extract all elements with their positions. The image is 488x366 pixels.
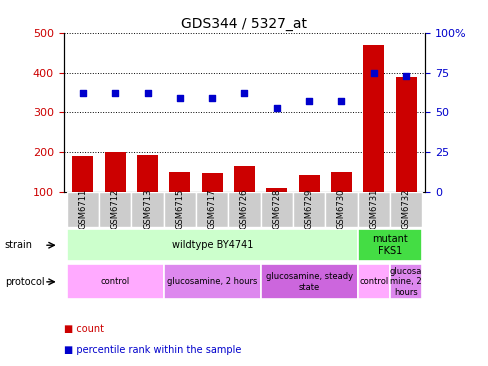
Bar bbox=[72, 156, 93, 231]
Text: mutant
FKS1: mutant FKS1 bbox=[371, 234, 407, 256]
Text: glucosamine, 2 hours: glucosamine, 2 hours bbox=[167, 277, 257, 286]
Text: GSM6730: GSM6730 bbox=[336, 189, 345, 229]
Bar bbox=[292, 192, 325, 227]
Bar bbox=[357, 229, 421, 261]
Text: GSM6731: GSM6731 bbox=[368, 189, 377, 229]
Bar bbox=[325, 192, 357, 227]
Bar bbox=[330, 172, 351, 231]
Text: GSM6715: GSM6715 bbox=[175, 189, 184, 229]
Bar bbox=[363, 45, 384, 231]
Text: GSM6729: GSM6729 bbox=[304, 189, 313, 229]
Bar bbox=[131, 192, 163, 227]
Text: GSM6728: GSM6728 bbox=[272, 189, 281, 229]
Bar bbox=[196, 192, 228, 227]
Point bbox=[305, 98, 312, 104]
Point bbox=[143, 90, 151, 96]
Bar bbox=[357, 192, 389, 227]
Bar bbox=[137, 155, 158, 231]
Text: control: control bbox=[101, 277, 130, 286]
Bar bbox=[395, 76, 416, 231]
Bar bbox=[169, 172, 190, 231]
Point bbox=[208, 95, 216, 101]
Text: GSM6712: GSM6712 bbox=[111, 189, 120, 229]
Bar bbox=[266, 188, 287, 231]
Bar bbox=[260, 264, 357, 299]
Text: strain: strain bbox=[5, 240, 33, 250]
Point bbox=[337, 98, 345, 104]
Text: protocol: protocol bbox=[5, 277, 44, 287]
Text: ■ count: ■ count bbox=[63, 324, 103, 335]
Point bbox=[272, 105, 280, 111]
Text: control: control bbox=[358, 277, 387, 286]
Text: glucosa
mine, 2
hours: glucosa mine, 2 hours bbox=[389, 267, 421, 297]
Bar bbox=[298, 175, 319, 231]
Bar bbox=[201, 173, 222, 231]
Bar bbox=[163, 264, 260, 299]
Bar bbox=[389, 264, 421, 299]
Text: GSM6711: GSM6711 bbox=[78, 189, 87, 229]
Point bbox=[176, 95, 183, 101]
Point bbox=[369, 70, 377, 75]
Text: wildtype BY4741: wildtype BY4741 bbox=[171, 240, 252, 250]
Bar bbox=[228, 192, 260, 227]
Bar bbox=[389, 192, 421, 227]
Bar bbox=[67, 229, 357, 261]
Title: GDS344 / 5327_at: GDS344 / 5327_at bbox=[181, 16, 307, 30]
Text: glucosamine, steady
state: glucosamine, steady state bbox=[265, 272, 352, 292]
Bar bbox=[104, 152, 125, 231]
Text: GSM6732: GSM6732 bbox=[401, 189, 410, 229]
Point bbox=[401, 73, 409, 79]
Text: GSM6726: GSM6726 bbox=[240, 189, 248, 229]
Bar bbox=[67, 264, 163, 299]
Bar bbox=[234, 166, 254, 231]
Text: ■ percentile rank within the sample: ■ percentile rank within the sample bbox=[63, 344, 241, 355]
Point bbox=[240, 90, 248, 96]
Bar bbox=[163, 192, 196, 227]
Bar bbox=[99, 192, 131, 227]
Bar bbox=[357, 264, 389, 299]
Point bbox=[79, 90, 87, 96]
Text: GSM6713: GSM6713 bbox=[143, 189, 152, 229]
Text: GSM6717: GSM6717 bbox=[207, 189, 216, 229]
Bar bbox=[67, 192, 99, 227]
Point bbox=[111, 90, 119, 96]
Bar bbox=[260, 192, 292, 227]
